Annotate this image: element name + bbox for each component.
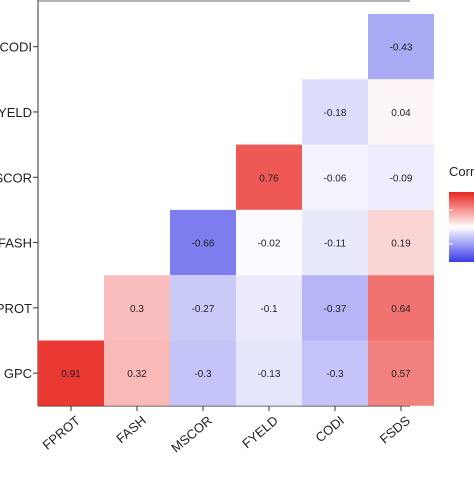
color-legend: Corr bbox=[449, 164, 474, 262]
x-tick-label: FSDS bbox=[377, 413, 413, 447]
x-tick-label: FYELD bbox=[239, 413, 281, 451]
cell-value-label: -0.3 bbox=[194, 369, 212, 380]
heatmap-cell bbox=[236, 275, 302, 341]
y-tick-label: FYELD bbox=[0, 105, 32, 120]
cell-value-label: -0.09 bbox=[390, 173, 413, 184]
cell-value-label: -0.1 bbox=[260, 304, 278, 315]
heatmap-cell bbox=[368, 340, 434, 406]
y-tick-label: FASH bbox=[0, 236, 32, 251]
heatmap-cell bbox=[368, 14, 434, 80]
cell-value-label: 0.91 bbox=[61, 369, 81, 380]
heatmap-cell bbox=[368, 209, 434, 276]
heatmap-cell bbox=[236, 340, 302, 406]
cell-value-label: -0.66 bbox=[192, 239, 215, 250]
heatmap-cell bbox=[104, 275, 170, 341]
x-axis: FPROT FASH MSCOR FYELD CODI FSDS bbox=[40, 406, 413, 456]
cell-value-label: 0.19 bbox=[391, 239, 411, 250]
heatmap-cell bbox=[104, 340, 170, 406]
y-tick-label: CODI bbox=[0, 40, 32, 55]
legend-colorbar bbox=[449, 192, 474, 262]
heatmap-cell bbox=[302, 209, 368, 276]
heatmap-cell bbox=[302, 144, 368, 210]
cell-value-label: 0.32 bbox=[127, 369, 147, 380]
cell-value-label: -0.18 bbox=[324, 108, 347, 119]
heatmap-cell bbox=[236, 144, 302, 210]
cell-value-label: -0.13 bbox=[258, 369, 281, 380]
cell-value-label: 0.76 bbox=[259, 173, 279, 184]
cell-value-label: -0.02 bbox=[258, 239, 281, 250]
cell-value-label: 0.04 bbox=[391, 108, 411, 119]
y-tick-label: MSCOR bbox=[0, 170, 32, 185]
heatmap-cell bbox=[170, 209, 236, 276]
heatmap-cell bbox=[302, 275, 368, 341]
x-tick-label: FPROT bbox=[40, 413, 83, 453]
heatmap-cell bbox=[368, 275, 434, 341]
cell-value-label: -0.11 bbox=[324, 239, 346, 250]
cell-labels: -0.43 -0.18 0.04 0.76 -0.06 -0.09 -0.66 -0.02 -0… bbox=[61, 43, 413, 380]
y-axis: CODI FYELD MSCOR FASH FPROT GPC bbox=[0, 40, 38, 381]
heatmap-cell bbox=[38, 340, 104, 406]
x-tick-label: CODI bbox=[312, 413, 347, 445]
cell-value-label: 0.3 bbox=[130, 304, 144, 315]
cell-value-label: -0.43 bbox=[390, 43, 413, 54]
heatmap-cell bbox=[368, 79, 434, 145]
heatmap-cells bbox=[38, 14, 434, 406]
cell-value-label: -0.37 bbox=[324, 304, 347, 315]
legend-title: Corr bbox=[449, 164, 474, 179]
heatmap-cell bbox=[368, 144, 434, 210]
heatmap-cell bbox=[170, 275, 236, 341]
x-tick-label: MSCOR bbox=[168, 413, 215, 456]
cell-value-label: 0.57 bbox=[391, 369, 411, 380]
cell-value-label: -0.06 bbox=[324, 173, 347, 184]
panel-frame bbox=[37, 0, 410, 407]
heatmap-cell bbox=[302, 79, 368, 145]
cell-value-label: -0.3 bbox=[326, 369, 344, 380]
y-tick-label: GPC bbox=[4, 366, 32, 381]
heatmap-cell bbox=[236, 209, 302, 276]
cell-value-label: 0.64 bbox=[391, 304, 411, 315]
cell-value-label: -0.27 bbox=[192, 304, 215, 315]
heatmap-cell bbox=[170, 340, 236, 406]
x-tick-label: FASH bbox=[113, 413, 149, 446]
y-tick-label: FPROT bbox=[0, 301, 32, 316]
heatmap-cell bbox=[302, 340, 368, 406]
